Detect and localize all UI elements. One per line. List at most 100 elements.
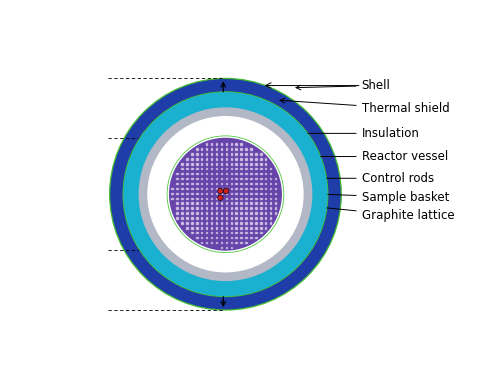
Bar [236, 143, 237, 145]
Bar [270, 168, 272, 170]
Bar [216, 188, 217, 189]
Bar [236, 232, 237, 234]
Bar [201, 232, 202, 234]
Text: Graphite lattice: Graphite lattice [227, 196, 454, 223]
Bar [260, 227, 262, 229]
Bar [265, 158, 266, 160]
Bar [206, 143, 208, 145]
Bar [220, 212, 222, 214]
Bar [230, 173, 232, 174]
Bar [196, 212, 198, 214]
Bar [186, 173, 188, 174]
Bar [201, 202, 202, 204]
Bar [216, 143, 217, 145]
Bar [275, 197, 276, 199]
Bar [201, 153, 202, 155]
Bar [206, 197, 208, 199]
Bar [246, 202, 247, 204]
Bar [211, 143, 212, 145]
Bar [226, 178, 227, 179]
Circle shape [111, 80, 340, 309]
Bar [176, 197, 178, 199]
Bar [255, 188, 256, 189]
Bar [211, 178, 212, 179]
Bar [211, 217, 212, 219]
Bar [176, 188, 178, 189]
Bar [220, 222, 222, 224]
Bar [260, 158, 262, 160]
Bar [220, 163, 222, 165]
Bar [201, 227, 202, 229]
Bar [255, 163, 256, 165]
Bar [186, 227, 188, 229]
Bar [246, 168, 247, 170]
Bar [255, 178, 256, 179]
Bar [191, 163, 192, 165]
Bar [275, 207, 276, 209]
Circle shape [124, 93, 327, 296]
Bar [236, 173, 237, 174]
Bar [246, 193, 247, 194]
Bar [255, 202, 256, 204]
Bar [216, 237, 217, 239]
Bar [216, 202, 217, 204]
Bar [201, 183, 202, 184]
Bar [255, 193, 256, 194]
Bar [226, 207, 227, 209]
Bar [206, 237, 208, 239]
Bar [236, 197, 237, 199]
Bar [246, 222, 247, 224]
Bar [206, 193, 208, 194]
Bar [226, 197, 227, 199]
Bar [201, 148, 202, 150]
Bar [201, 197, 202, 199]
Circle shape [170, 138, 281, 250]
Bar [186, 183, 188, 184]
Bar [250, 158, 252, 160]
Bar [220, 183, 222, 184]
Bar [230, 163, 232, 165]
Bar [211, 193, 212, 194]
Bar [265, 163, 266, 165]
Bar [265, 168, 266, 170]
Bar [270, 178, 272, 179]
Bar [275, 193, 276, 194]
Bar [250, 163, 252, 165]
Bar [196, 202, 198, 204]
Bar [246, 183, 247, 184]
Bar [265, 227, 266, 229]
Bar [265, 207, 266, 209]
Bar [201, 217, 202, 219]
Bar [211, 207, 212, 209]
Bar [255, 217, 256, 219]
Bar [186, 193, 188, 194]
Bar [250, 168, 252, 170]
Bar [201, 237, 202, 239]
Bar [250, 207, 252, 209]
Circle shape [110, 78, 341, 310]
Bar [226, 193, 227, 194]
Bar [191, 153, 192, 155]
Bar [265, 173, 266, 174]
Circle shape [218, 189, 222, 193]
Bar [226, 173, 227, 174]
Bar [240, 183, 242, 184]
Bar [246, 197, 247, 199]
Bar [186, 158, 188, 160]
Bar [246, 163, 247, 165]
Bar [220, 178, 222, 179]
Bar [196, 148, 198, 150]
Bar [216, 173, 217, 174]
Bar [176, 173, 178, 174]
Bar [270, 212, 272, 214]
Bar [236, 212, 237, 214]
Bar [186, 217, 188, 219]
Bar [196, 153, 198, 155]
Bar [191, 217, 192, 219]
Bar [230, 222, 232, 224]
Bar [260, 188, 262, 189]
Bar [236, 242, 237, 243]
Bar [265, 217, 266, 219]
Bar [196, 227, 198, 229]
Bar [191, 212, 192, 214]
